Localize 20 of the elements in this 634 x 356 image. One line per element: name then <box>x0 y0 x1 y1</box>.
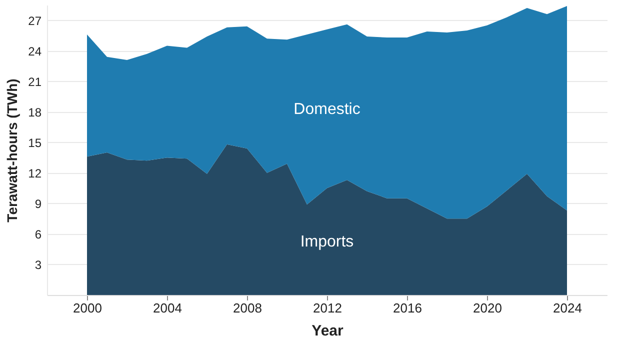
series-label: Domestic <box>294 100 360 118</box>
y-tick-label: 9 <box>34 196 42 211</box>
y-tick-label: 21 <box>28 74 42 89</box>
x-axis-title: Year <box>312 322 344 340</box>
y-tick-label: 3 <box>34 258 42 272</box>
x-tick-label: 2016 <box>393 300 422 316</box>
y-tick-label: 15 <box>28 136 42 150</box>
x-tick-label: 2012 <box>313 300 342 316</box>
y-axis-title: Terawatt-hours (TWh) <box>4 78 20 222</box>
x-tick-label: 2024 <box>553 300 582 316</box>
x-tick-label: 2008 <box>233 300 262 316</box>
y-tick-label: 27 <box>28 14 42 28</box>
x-tick-label: 2000 <box>73 300 102 316</box>
x-tick-label: 2004 <box>153 300 182 316</box>
y-tick-label: 6 <box>34 227 42 242</box>
series-label: Imports <box>300 234 354 251</box>
x-tick-label: 2020 <box>473 300 502 316</box>
y-tick-label: 24 <box>28 44 42 58</box>
y-tick-label: 12 <box>28 166 42 180</box>
y-tick-label: 18 <box>28 105 42 120</box>
